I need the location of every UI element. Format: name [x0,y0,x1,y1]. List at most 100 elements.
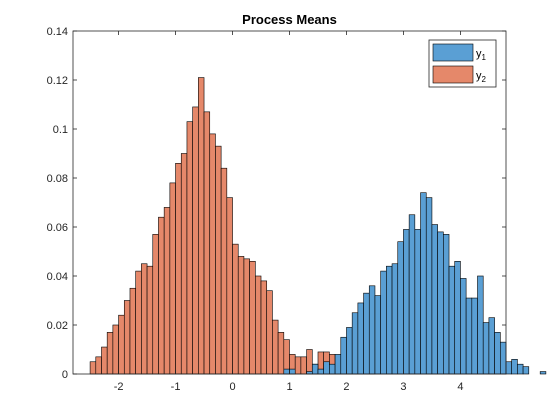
bar-y2-9 [141,263,148,375]
bar-y2-7 [129,287,136,375]
bar-y2-18 [192,106,199,375]
bar-y2-26 [237,256,245,375]
legend-label-y2-sub: 2 [482,75,487,84]
legend-label-y2-base: y [476,70,482,82]
bar-y2-14 [169,182,176,375]
bar-y1-45 [539,371,547,375]
bar-y2-2 [101,346,108,375]
bar-y2-16 [180,153,188,375]
bar-y2-37 [300,356,307,375]
bar-y1-5 [311,363,319,375]
y-tick-label: 0 [62,369,68,381]
bar-y1-22 [408,214,416,375]
bar-y2-22 [215,145,222,375]
bar-y1-42 [522,366,530,375]
x-tick-label: 1 [286,381,292,393]
bar-y1-21 [403,229,410,375]
bar-y2-12 [158,216,165,375]
bar-y2-36 [294,356,302,375]
bar-y1-32 [465,297,473,375]
bar-y2-24 [226,197,233,375]
bar-y2-27 [243,258,250,375]
bar-y2-5 [118,314,125,375]
bar-y1-38 [499,341,507,375]
y-tick-label: 0.12 [47,75,68,87]
legend-label-y1-base: y [476,48,482,60]
bar-y2-29 [255,275,262,375]
y-axis-ticks: 0 0.02 0.04 0.06 0.08 0.1 0.12 0.14 [47,26,506,381]
bar-y2-13 [163,207,171,375]
bar-y1-29 [448,265,456,375]
bar-y1-40 [511,358,518,375]
x-tick-label: 4 [457,381,463,393]
bar-y1-28 [443,234,450,375]
bar-y1-20 [397,241,404,375]
bar-y1-30 [454,260,461,375]
legend-swatch-y2 [432,65,474,84]
y-tick-label: 0.1 [53,124,68,136]
legend-label-y1-sub: 1 [482,53,487,62]
bar-y2-10 [146,265,154,375]
bar-y1-19 [391,263,399,375]
y-tick-label: 0.04 [47,271,68,283]
y-tick-label: 0.06 [47,222,68,234]
bar-y1-39 [505,361,512,375]
bar-y2-19 [198,77,205,375]
bar-y2-6 [123,300,131,375]
bar-y2-15 [175,163,182,375]
bar-y1-7 [323,361,330,375]
x-tick-label: 0 [229,381,235,393]
bar-y1-18 [386,265,393,375]
bar-y1-34 [477,275,484,375]
bar-y2-20 [203,111,211,375]
bar-y1-16 [374,295,381,375]
bar-y1-25 [425,197,433,375]
y-tick-label: 0.02 [47,320,68,332]
chart-title: Process Means [242,12,337,27]
bar-y2-11 [152,234,159,375]
bar-y2-38 [306,349,313,375]
bar-y1-1 [289,368,296,375]
bar-y2-28 [249,260,256,375]
bar-y1-26 [431,224,438,375]
bar-y2-8 [135,270,142,375]
x-tick-label: -1 [171,381,181,393]
bar-y2-33 [277,332,285,375]
bar-y1-27 [437,231,444,375]
bar-y2-21 [209,133,216,375]
legend-swatch-y1 [432,43,474,62]
bar-y2-1 [95,356,102,375]
bar-y2-4 [112,324,119,375]
bar-y2-25 [232,243,239,375]
legend[interactable]: y1 y2 [428,39,497,88]
bar-y1-35 [482,322,490,375]
bar-y1-6 [317,368,324,375]
bar-y1-36 [488,317,495,375]
bar-y1-12 [351,312,359,375]
bar-y1-15 [368,285,376,375]
legend-label-y2: y2 [476,70,487,84]
bar-y1-33 [471,297,478,375]
bar-y2-17 [186,121,193,375]
bar-y1-14 [363,292,370,375]
bar-y2-31 [266,290,273,375]
bar-y1-23 [414,229,421,375]
bar-y1-37 [494,332,501,375]
bar-y2-30 [260,280,268,375]
bar-y2-32 [272,319,279,375]
bar-y1-24 [420,192,427,375]
x-tick-label: 3 [400,381,406,393]
y-tick-label: 0.08 [47,173,68,185]
bar-y2-3 [106,332,114,375]
bar-y1-0 [283,368,290,375]
bar-y1-9 [334,354,342,375]
x-axis-ticks: -2 -1 0 1 2 3 4 [114,31,463,393]
y-tick-label: 0.14 [47,26,68,38]
x-tick-label: 2 [343,381,349,393]
legend-label-y1: y1 [476,48,487,62]
bar-y1-13 [357,302,364,375]
bar-y1-10 [340,336,347,375]
bar-y2-0 [89,361,97,375]
bar-y2-23 [220,167,228,375]
